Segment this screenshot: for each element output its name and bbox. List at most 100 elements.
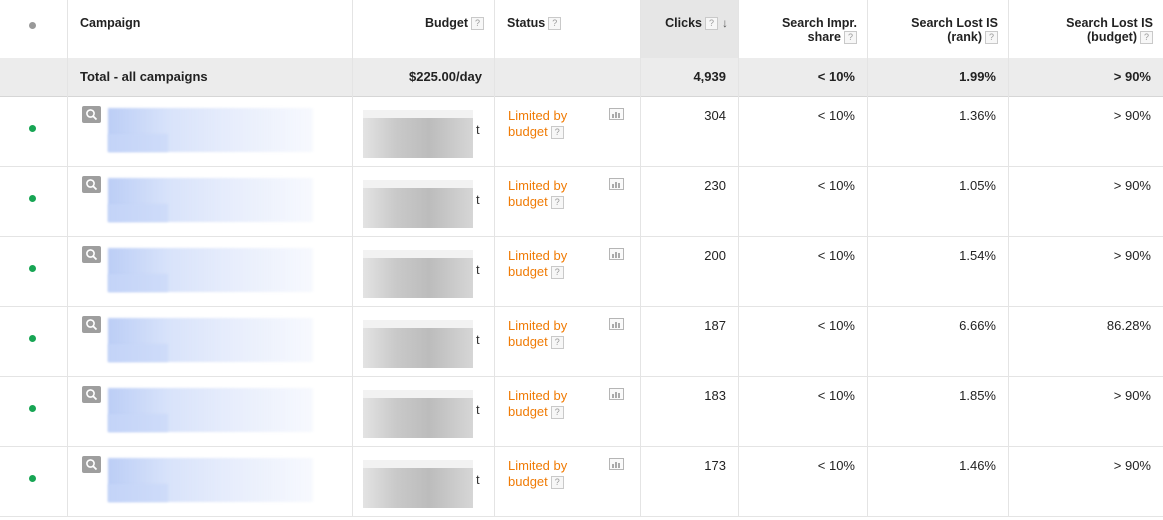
row-status-cell <box>0 166 68 236</box>
row-clicks: 187 <box>704 318 726 333</box>
table-row[interactable]: t Limited by budget? 200 < 10% 1.54% > 9… <box>0 236 1163 307</box>
budget-redacted-top <box>363 320 473 330</box>
row-impr-share: < 10% <box>817 318 855 333</box>
help-icon[interactable]: ? <box>1140 31 1153 45</box>
limited-by-budget-status[interactable]: Limited by budget? <box>508 318 567 350</box>
header-campaign-label: Campaign <box>80 16 141 30</box>
budget-redacted[interactable] <box>363 118 473 158</box>
row-status-cell <box>0 236 68 306</box>
header-budget[interactable]: Budget? <box>353 0 495 58</box>
enabled-status-icon[interactable] <box>29 265 36 272</box>
bar-chart-icon[interactable] <box>609 108 624 120</box>
enabled-status-icon[interactable] <box>29 125 36 132</box>
row-status-text-cell: Limited by budget? <box>495 166 641 236</box>
help-icon[interactable]: ? <box>471 17 484 31</box>
enabled-status-icon[interactable] <box>29 405 36 412</box>
total-clicks: 4,939 <box>693 69 726 84</box>
row-status-text-cell: Limited by budget? <box>495 446 641 516</box>
status-line2: budget <box>508 194 548 209</box>
budget-suffix: t <box>476 262 480 277</box>
bar-chart-icon[interactable] <box>609 458 624 470</box>
budget-redacted[interactable] <box>363 468 473 508</box>
help-icon[interactable]: ? <box>844 31 857 45</box>
row-lost-rank: 1.54% <box>959 248 996 263</box>
header-clicks[interactable]: Clicks? ↓ <box>641 0 739 58</box>
row-impr-cell: < 10% <box>739 96 868 166</box>
bar-chart-icon[interactable] <box>609 178 624 190</box>
row-budget-cell: t <box>353 446 495 516</box>
row-rank-cell: 1.85% <box>868 376 1009 446</box>
row-rank-cell: 6.66% <box>868 306 1009 376</box>
status-line2: budget <box>508 404 548 419</box>
help-icon[interactable]: ? <box>550 196 564 210</box>
total-rank-cell: 1.99% <box>868 58 1009 96</box>
row-clicks-cell: 304 <box>641 96 739 166</box>
table-row[interactable]: t Limited by budget? 173 < 10% 1.46% > 9… <box>0 446 1163 517</box>
limited-by-budget-status[interactable]: Limited by budget? <box>508 388 567 420</box>
help-icon[interactable]: ? <box>550 126 564 140</box>
budget-suffix: t <box>476 332 480 347</box>
row-budget-cell: t <box>353 96 495 166</box>
header-status-dot-col[interactable] <box>0 0 68 58</box>
limited-by-budget-status[interactable]: Limited by budget? <box>508 178 567 210</box>
help-icon[interactable]: ? <box>985 31 998 45</box>
campaign-name-redacted <box>108 414 168 432</box>
enabled-status-icon[interactable] <box>29 195 36 202</box>
sort-descending-icon[interactable]: ↓ <box>722 16 728 30</box>
enabled-status-icon[interactable] <box>29 475 36 482</box>
table-row[interactable]: t Limited by budget? 230 < 10% 1.05% > 9… <box>0 166 1163 237</box>
row-rank-cell: 1.46% <box>868 446 1009 516</box>
help-icon[interactable]: ? <box>548 17 562 31</box>
total-clicks-cell: 4,939 <box>641 58 739 96</box>
header-rank-line2: (rank) <box>947 30 982 44</box>
table-row[interactable]: t Limited by budget? 187 < 10% 6.66% 86.… <box>0 306 1163 377</box>
header-budget-lost-line1: Search Lost IS <box>1066 16 1153 30</box>
header-status[interactable]: Status? <box>495 0 641 58</box>
row-clicks: 200 <box>704 248 726 263</box>
bar-chart-icon[interactable] <box>609 318 624 330</box>
help-icon[interactable]: ? <box>550 266 564 280</box>
budget-redacted-top <box>363 390 473 400</box>
table-row[interactable]: t Limited by budget? 183 < 10% 1.85% > 9… <box>0 376 1163 447</box>
row-lost-budget: > 90% <box>1113 248 1151 263</box>
row-lost-rank: 1.05% <box>959 178 996 193</box>
help-icon[interactable]: ? <box>550 336 564 350</box>
row-campaign-cell <box>68 166 353 236</box>
campaign-name-redacted <box>108 344 168 362</box>
limited-by-budget-status[interactable]: Limited by budget? <box>508 458 567 490</box>
search-campaign-icon <box>82 386 101 403</box>
row-lost-budget: > 90% <box>1113 108 1151 123</box>
row-budget-cell: t <box>353 236 495 306</box>
budget-redacted[interactable] <box>363 328 473 368</box>
limited-by-budget-status[interactable]: Limited by budget? <box>508 248 567 280</box>
budget-suffix: t <box>476 402 480 417</box>
search-campaign-icon <box>82 316 101 333</box>
search-campaign-icon <box>82 246 101 263</box>
row-lost-budget: > 90% <box>1113 458 1151 473</box>
row-lost-budget-cell: > 90% <box>1009 446 1163 516</box>
row-campaign-cell <box>68 306 353 376</box>
budget-redacted[interactable] <box>363 258 473 298</box>
header-search-lost-is-rank[interactable]: Search Lost IS (rank)? <box>868 0 1009 58</box>
bar-chart-icon[interactable] <box>609 388 624 400</box>
total-budget: $225.00/day <box>408 69 482 84</box>
row-lost-budget-cell: 86.28% <box>1009 306 1163 376</box>
header-campaign[interactable]: Campaign <box>68 0 353 58</box>
enabled-status-icon[interactable] <box>29 335 36 342</box>
row-clicks: 304 <box>704 108 726 123</box>
budget-redacted[interactable] <box>363 188 473 228</box>
row-rank-cell: 1.05% <box>868 166 1009 236</box>
row-clicks: 173 <box>704 458 726 473</box>
status-filter-icon[interactable] <box>29 22 36 29</box>
table-row[interactable]: t Limited by budget? 304 < 10% 1.36% > 9… <box>0 96 1163 167</box>
help-icon[interactable]: ? <box>550 406 564 420</box>
help-icon[interactable]: ? <box>550 476 564 490</box>
budget-redacted[interactable] <box>363 398 473 438</box>
header-search-impr-share[interactable]: Search Impr. share? <box>739 0 868 58</box>
row-lost-budget: > 90% <box>1113 178 1151 193</box>
help-icon[interactable]: ? <box>705 17 718 31</box>
bar-chart-icon[interactable] <box>609 248 624 260</box>
limited-by-budget-status[interactable]: Limited by budget? <box>508 108 567 140</box>
row-impr-share: < 10% <box>817 388 855 403</box>
header-search-lost-is-budget[interactable]: Search Lost IS (budget)? <box>1009 0 1163 58</box>
